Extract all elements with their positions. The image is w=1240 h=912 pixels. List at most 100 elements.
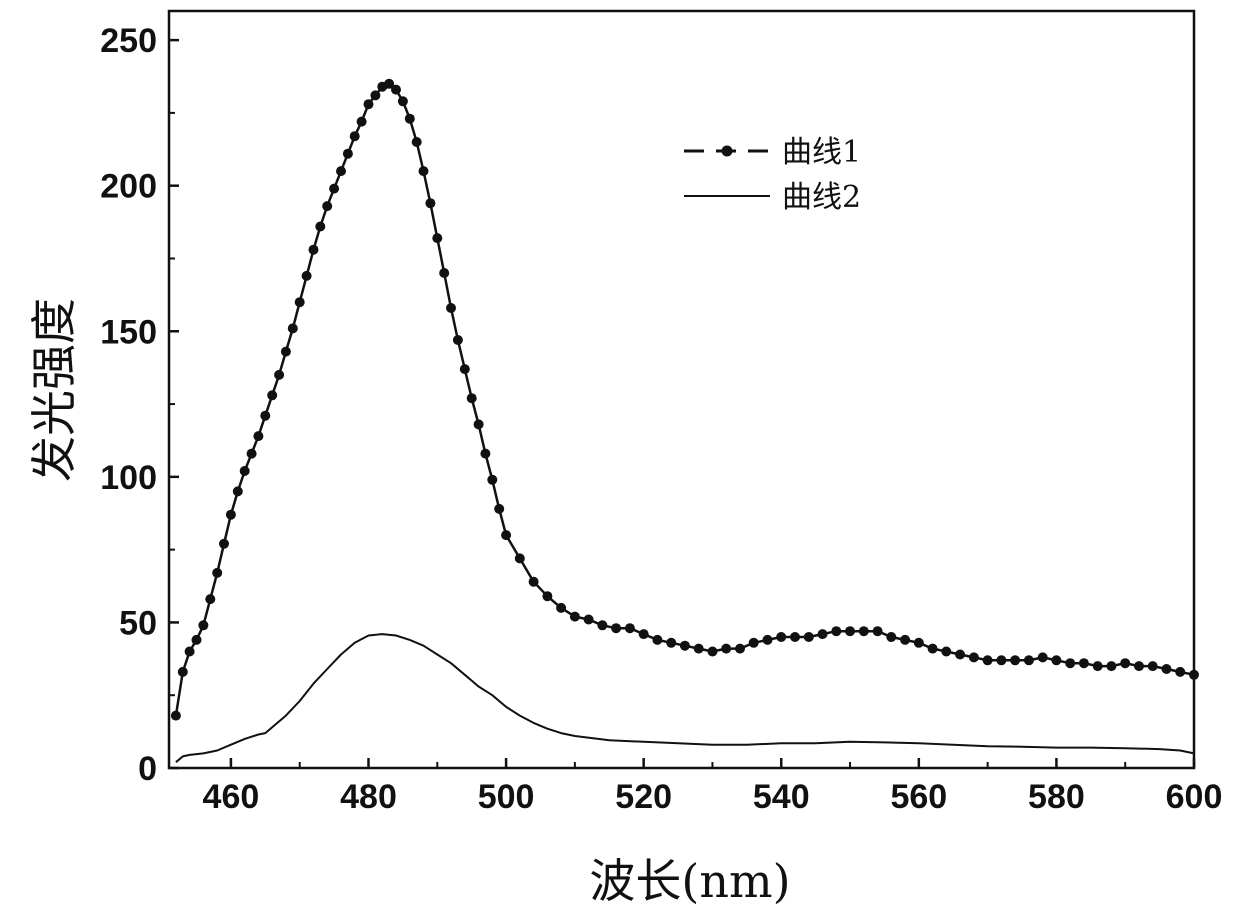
series-1-point [467, 393, 477, 403]
series-1-point [1024, 655, 1034, 665]
series-1-point [776, 632, 786, 642]
series-1-point [240, 466, 250, 476]
series-1-point [425, 198, 435, 208]
series-1-point [1079, 658, 1089, 668]
series-1-point [171, 711, 181, 721]
series-1-point [419, 166, 429, 176]
series-1-point [405, 114, 415, 124]
series-1-point [260, 411, 270, 421]
series-1-point [969, 652, 979, 662]
y-tick-label: 150 [100, 313, 157, 351]
series-1-point [494, 504, 504, 514]
series-1-point [198, 620, 208, 630]
series-1-point [1010, 655, 1020, 665]
series-1-point [900, 635, 910, 645]
series-1-point [281, 347, 291, 357]
series-1-point [584, 615, 594, 625]
series-1-point [474, 419, 484, 429]
series-1-point [859, 626, 869, 636]
series-1-point [267, 390, 277, 400]
series-1-point [1051, 655, 1061, 665]
series-1-point [185, 647, 195, 657]
series-1-point [1175, 667, 1185, 677]
series-1-point [370, 90, 380, 100]
series-1-point [391, 85, 401, 95]
series-1-point [205, 594, 215, 604]
series-1-point [886, 632, 896, 642]
series-1-point [666, 638, 676, 648]
series-1-point [873, 626, 883, 636]
y-tick-label: 50 [119, 604, 157, 642]
series-1-point [749, 638, 759, 648]
series-1-point [914, 638, 924, 648]
y-tick-label: 100 [100, 459, 157, 497]
series-1-point [941, 647, 951, 657]
series-1-point [983, 655, 993, 665]
legend-item-2: 曲线2 [684, 180, 861, 215]
series-1-point [790, 632, 800, 642]
series-1-point [515, 553, 525, 563]
series-1-point [1120, 658, 1130, 668]
series-1-point [652, 635, 662, 645]
series-1-point [611, 623, 621, 633]
series-1-point [639, 629, 649, 639]
x-tick-label: 580 [1028, 778, 1085, 816]
series-1-point [597, 620, 607, 630]
series-1-point [763, 635, 773, 645]
series-1-point [226, 510, 236, 520]
series-layer [171, 79, 1199, 762]
y-axis: 0 50 100 150 200 250 [100, 22, 179, 788]
series-1-point [302, 271, 312, 281]
series-1-point [480, 449, 490, 459]
series-1-point [542, 591, 552, 601]
series-1-point [178, 667, 188, 677]
series-1-point [831, 626, 841, 636]
series-1-point [460, 364, 470, 374]
legend-item-1: 曲线1 [684, 135, 861, 170]
series-line-1 [176, 84, 1194, 716]
series-1-point [1093, 661, 1103, 671]
series-1-point [247, 449, 257, 459]
series-1-point [412, 137, 422, 147]
series-1-point [625, 623, 635, 633]
series-1-point [274, 370, 284, 380]
x-tick-label: 600 [1166, 778, 1223, 816]
x-tick-label: 540 [753, 778, 810, 816]
series-1-point [322, 201, 332, 211]
series-1-point [357, 117, 367, 127]
series-1-point [350, 131, 360, 141]
series-1-point [556, 603, 566, 613]
series-1-point [570, 612, 580, 622]
series-1-point [446, 303, 456, 313]
x-axis-title: 波长(nm) [589, 854, 790, 908]
series-1-point [1148, 661, 1158, 671]
x-tick-label: 500 [478, 778, 535, 816]
series-1-point [845, 626, 855, 636]
series-1-point [1134, 661, 1144, 671]
series-1-point [432, 233, 442, 243]
series-1-point [735, 644, 745, 654]
series-1-point [955, 650, 965, 660]
series-1-point [818, 629, 828, 639]
series-1-point [364, 99, 374, 109]
x-tick-label: 560 [890, 778, 947, 816]
series-1-point [309, 245, 319, 255]
series-1-point [501, 530, 511, 540]
y-tick-label: 250 [100, 22, 157, 60]
series-1-point [1038, 652, 1048, 662]
series-1-point [721, 644, 731, 654]
y-tick-label: 200 [100, 168, 157, 206]
y-tick-label: 0 [138, 750, 157, 788]
series-1-point [453, 335, 463, 345]
series-1-point [708, 647, 718, 657]
series-1-point [694, 644, 704, 654]
series-1-point [253, 431, 263, 441]
series-1-point [680, 641, 690, 651]
series-1-point [1065, 658, 1075, 668]
series-1-point [439, 268, 449, 278]
series-1-point [343, 149, 353, 159]
legend-marker-1 [722, 146, 733, 157]
series-1-point [1189, 670, 1199, 680]
series-1-point [1162, 664, 1172, 674]
